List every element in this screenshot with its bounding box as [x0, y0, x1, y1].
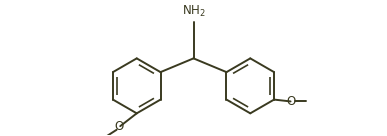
Text: O: O: [287, 95, 296, 108]
Text: O: O: [115, 120, 124, 133]
Text: NH$_2$: NH$_2$: [182, 4, 205, 19]
